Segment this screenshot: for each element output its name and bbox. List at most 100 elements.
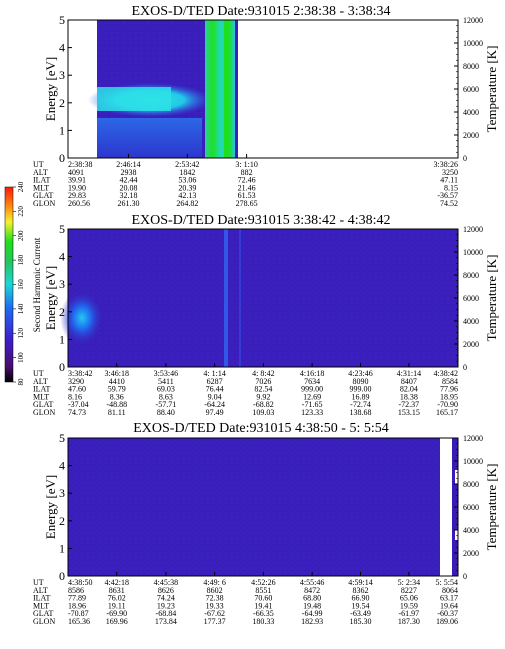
ephemeris-value: 4:31:14 bbox=[397, 369, 421, 378]
ephemeris-value: -69.90 bbox=[106, 609, 127, 618]
colorbar-tick-label: 80 bbox=[17, 378, 25, 386]
ephemeris-value: 4091 bbox=[68, 168, 84, 177]
ephemeris-value: 4:23:46 bbox=[348, 369, 372, 378]
ephemeris-value: 8064 bbox=[442, 586, 458, 595]
ephemeris-value: 169.96 bbox=[106, 617, 128, 626]
colorbar-tick-label: 160 bbox=[17, 279, 25, 290]
ephemeris-value: 2938 bbox=[120, 168, 136, 177]
ephemeris-value: 77.96 bbox=[440, 385, 458, 394]
ephemeris-value: 8090 bbox=[353, 377, 369, 386]
ephemeris-value: 42.44 bbox=[119, 176, 137, 185]
ephemeris-value: -37.04 bbox=[68, 400, 89, 409]
panel-2-y2label: Temperature [K] bbox=[484, 255, 499, 342]
ephemeris-value: 8.63 bbox=[159, 392, 173, 401]
ephemeris-value: 264.82 bbox=[176, 199, 198, 208]
ephemeris-value: 8.15 bbox=[444, 183, 458, 192]
temperature-tick-label: 2000 bbox=[463, 340, 479, 349]
ephemeris-value: 82.04 bbox=[400, 385, 418, 394]
panel-2-y2ticks: 0 2000 4000 6000 8000 10000 12000 bbox=[454, 225, 483, 372]
ephemeris-value: 19.64 bbox=[440, 601, 458, 610]
panel-3-ephemeris-table: UT 4:38:50 4:42:18 4:45:38 4:49: 6 4:52:26 4:5… bbox=[33, 578, 458, 626]
ephemeris-value: 4410 bbox=[109, 377, 125, 386]
colorbar-tick-label: 240 bbox=[17, 181, 25, 192]
panel-1-ephemeris-table: UT 2:38:38 2:46:14 2:53:42 3: 1:10 3:38:26 ALT… bbox=[33, 160, 458, 208]
ephemeris-value: 3:53:46 bbox=[154, 369, 178, 378]
ephemeris-value: 70.60 bbox=[254, 594, 272, 603]
panel-1-title: EXOS-D/TED Date:931015 2:38:38 - 3:38:34 bbox=[132, 4, 391, 19]
energy-tick-label: 2 bbox=[59, 305, 65, 319]
ephemeris-value: 5411 bbox=[158, 377, 174, 386]
ephemeris-value: 81.11 bbox=[108, 408, 126, 417]
ephemeris-value: 999.00 bbox=[350, 385, 372, 394]
ephemeris-value: 47.11 bbox=[440, 176, 458, 185]
ephemeris-value: 77.89 bbox=[68, 594, 86, 603]
ephemeris-row-label: UT bbox=[33, 160, 44, 169]
ephemeris-row-label: ALT bbox=[33, 168, 48, 177]
ephemeris-value: 5: 2:34 bbox=[398, 578, 420, 587]
ephemeris-value: 19.11 bbox=[108, 601, 126, 610]
ephemeris-value: 2:53:42 bbox=[175, 160, 199, 169]
ephemeris-row-label: ALT bbox=[33, 377, 48, 386]
ephemeris-row-label: ALT bbox=[33, 586, 48, 595]
ephemeris-value: -72.37 bbox=[399, 400, 420, 409]
ephemeris-value: 180.33 bbox=[252, 617, 274, 626]
ephemeris-value: 8626 bbox=[158, 586, 174, 595]
ephemeris-value: -60.37 bbox=[437, 609, 458, 618]
panel-3-y2ticks: 0 2000 4000 6000 8000 10000 12000 bbox=[454, 434, 483, 581]
ephemeris-value: 4:42:18 bbox=[105, 578, 129, 587]
ephemeris-value: 8227 bbox=[401, 586, 417, 595]
temperature-tick-label: 8000 bbox=[463, 480, 479, 489]
temperature-tick-label: 10000 bbox=[463, 457, 483, 466]
ephemeris-value: 8602 bbox=[207, 586, 223, 595]
colorbar-tick-label: 220 bbox=[17, 206, 25, 217]
ephemeris-value: 187.30 bbox=[398, 617, 420, 626]
energy-tick-label: 1 bbox=[59, 123, 65, 137]
ephemeris-row-label: GLAT bbox=[33, 609, 54, 618]
ephemeris-value: 20.08 bbox=[119, 183, 137, 192]
ephemeris-value: 88.40 bbox=[157, 408, 175, 417]
energy-tick-label: 5 bbox=[59, 222, 65, 236]
temperature-tick-label: 12000 bbox=[463, 434, 483, 443]
ephemeris-value: 4:49: 6 bbox=[203, 578, 225, 587]
ephemeris-value: 8586 bbox=[68, 586, 84, 595]
panel-3-empty-gap bbox=[440, 438, 452, 576]
ephemeris-value: 21.46 bbox=[238, 183, 256, 192]
ephemeris-value: 3:38:26 bbox=[434, 160, 458, 169]
ephemeris-value: 4:52:26 bbox=[251, 578, 275, 587]
ephemeris-value: 19.48 bbox=[303, 601, 321, 610]
ephemeris-value: 19.23 bbox=[157, 601, 175, 610]
ephemeris-value: -67.62 bbox=[204, 609, 225, 618]
panel-3-xticks bbox=[67, 572, 459, 576]
ephemeris-value: 8.16 bbox=[68, 392, 82, 401]
ephemeris-value: 3:46:18 bbox=[105, 369, 129, 378]
temperature-tick-label: 0 bbox=[463, 363, 467, 372]
ephemeris-value: 61.53 bbox=[238, 191, 256, 200]
ephemeris-value: -66.35 bbox=[253, 609, 274, 618]
colorbar: Second Harmonic Current 80 100 120 140 160 18… bbox=[4, 181, 42, 386]
ephemeris-value: 19.33 bbox=[206, 601, 224, 610]
ephemeris-value: 76.02 bbox=[108, 594, 126, 603]
energy-tick-label: 5 bbox=[59, 431, 65, 445]
ephemeris-value: 63.17 bbox=[440, 594, 458, 603]
panel-1-y2label: Temperature [K] bbox=[484, 46, 499, 133]
panel-1-plot bbox=[68, 20, 458, 158]
ephemeris-value: 173.84 bbox=[155, 617, 177, 626]
ephemeris-value: 47.60 bbox=[68, 385, 86, 394]
ephemeris-value: -70.87 bbox=[68, 609, 89, 618]
ephemeris-value: -68.84 bbox=[156, 609, 177, 618]
ephemeris-value: 8472 bbox=[304, 586, 320, 595]
ephemeris-value: 4:38:42 bbox=[434, 369, 458, 378]
temperature-tick-label: 10000 bbox=[463, 248, 483, 257]
ephemeris-value: 72.46 bbox=[238, 176, 256, 185]
ephemeris-row-label: UT bbox=[33, 369, 44, 378]
ephemeris-value: -61.97 bbox=[399, 609, 420, 618]
ephemeris-value: 153.15 bbox=[398, 408, 420, 417]
temperature-tick-label: 2000 bbox=[463, 131, 479, 140]
ephemeris-value: 19.41 bbox=[254, 601, 272, 610]
ephemeris-value: 4:45:38 bbox=[154, 578, 178, 587]
ephemeris-value: 74.24 bbox=[157, 594, 175, 603]
ephemeris-value: 8407 bbox=[401, 377, 417, 386]
panel-2-plot bbox=[60, 229, 458, 367]
temperature-tick-label: 4000 bbox=[463, 108, 479, 117]
ephemeris-value: 185.30 bbox=[350, 617, 372, 626]
